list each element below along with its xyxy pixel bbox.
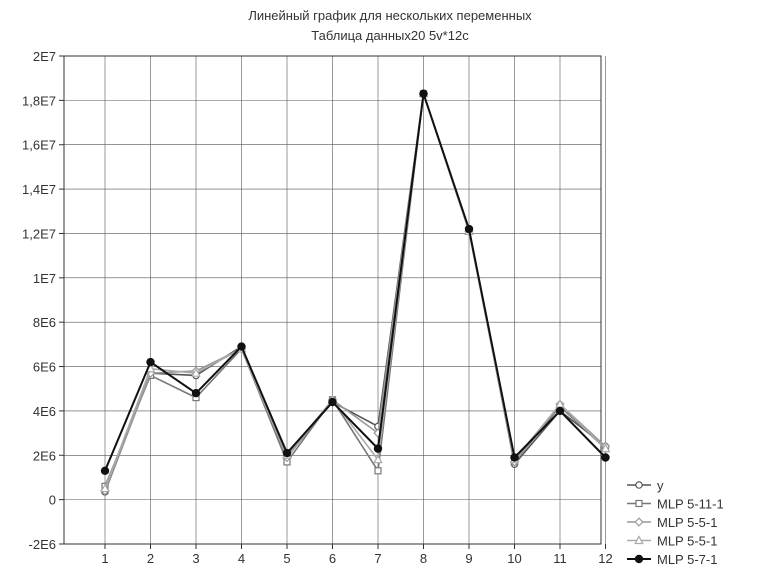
x-tick-label: 7 (374, 551, 381, 566)
legend-marker (634, 554, 644, 564)
x-tick-label: 9 (465, 551, 472, 566)
legend-marker (635, 481, 643, 489)
data-point (237, 342, 246, 351)
chart-subtitle: Таблица данных20 5v*12c (311, 28, 469, 43)
y-tick-label: 1,8E7 (22, 93, 56, 108)
legend-label: MLP 5-7-1 (657, 552, 717, 567)
series-line (104, 92, 607, 492)
data-point (100, 466, 110, 475)
y-tick-label: 8E6 (33, 315, 56, 330)
y-tick-label: 0 (49, 493, 56, 508)
y-tick-label: 6E6 (33, 360, 56, 375)
legend-label: MLP 5-5-1 (657, 534, 717, 549)
data-point (373, 444, 383, 453)
legend-marker (635, 499, 643, 508)
data-point (419, 89, 428, 98)
legend-label: MLP 5-5-1 (657, 515, 717, 530)
data-point (600, 443, 611, 453)
series-group (100, 88, 611, 496)
x-tick-label: 5 (283, 551, 290, 566)
series-line (104, 92, 607, 472)
x-tick-label: 11 (553, 551, 567, 566)
chart-title: Линейный график для нескольких переменны… (248, 8, 532, 23)
data-point (601, 453, 610, 462)
y-tick-label: 2E7 (33, 49, 56, 64)
x-tick-label: 2 (147, 551, 154, 566)
y-axis-ticks: -2E6 0 2E6 4E6 6E6 8E6 1E7 1,2E7 1,4E7 1,6E7 1,8E7… (22, 49, 64, 552)
legend-item: MLP 5-7-1 (627, 552, 717, 567)
data-point (373, 454, 383, 464)
y-tick-label: -2E6 (29, 537, 56, 552)
x-tick-label: 1 (101, 551, 108, 566)
data-point (100, 483, 110, 493)
legend-label: MLP 5-11-1 (657, 497, 724, 512)
grid-lines (64, 55, 606, 545)
data-point (510, 453, 519, 462)
x-tick-label: 12 (598, 551, 612, 566)
x-tick-label: 6 (329, 551, 336, 566)
x-tick-label: 8 (420, 551, 427, 566)
data-point (146, 357, 155, 367)
legend-item: MLP 5-5-1 (627, 534, 717, 549)
legend-marker (634, 517, 644, 527)
data-point (555, 406, 565, 416)
data-point (464, 224, 474, 234)
legend-label: y (657, 478, 664, 493)
legend: y MLP 5-11-1 MLP 5-5-1 MLP 5-5-1 MLP 5-7-1 (627, 478, 724, 567)
x-tick-label: 10 (507, 551, 521, 566)
y-tick-label: 1E7 (33, 271, 56, 286)
data-point (374, 467, 382, 475)
x-tick-label: 3 (192, 551, 199, 566)
y-tick-label: 4E6 (33, 404, 56, 419)
legend-item: y (627, 478, 664, 493)
data-point (191, 388, 201, 398)
y-tick-label: 2E6 (33, 448, 56, 463)
legend-marker (634, 535, 644, 545)
series-line (104, 92, 606, 493)
y-tick-label: 1,2E7 (22, 226, 56, 241)
data-point (328, 397, 337, 407)
data-point (191, 367, 201, 377)
y-tick-label: 1,4E7 (22, 182, 56, 197)
x-axis-ticks: 1 2 3 4 5 6 7 8 9 10 11 12 (101, 544, 613, 566)
x-tick-label: 4 (238, 551, 245, 566)
y-tick-label: 1,6E7 (22, 138, 56, 153)
data-point (282, 448, 292, 458)
legend-item: MLP 5-5-1 (627, 515, 717, 530)
series-5 (100, 89, 610, 475)
legend-item: MLP 5-11-1 (627, 497, 724, 512)
